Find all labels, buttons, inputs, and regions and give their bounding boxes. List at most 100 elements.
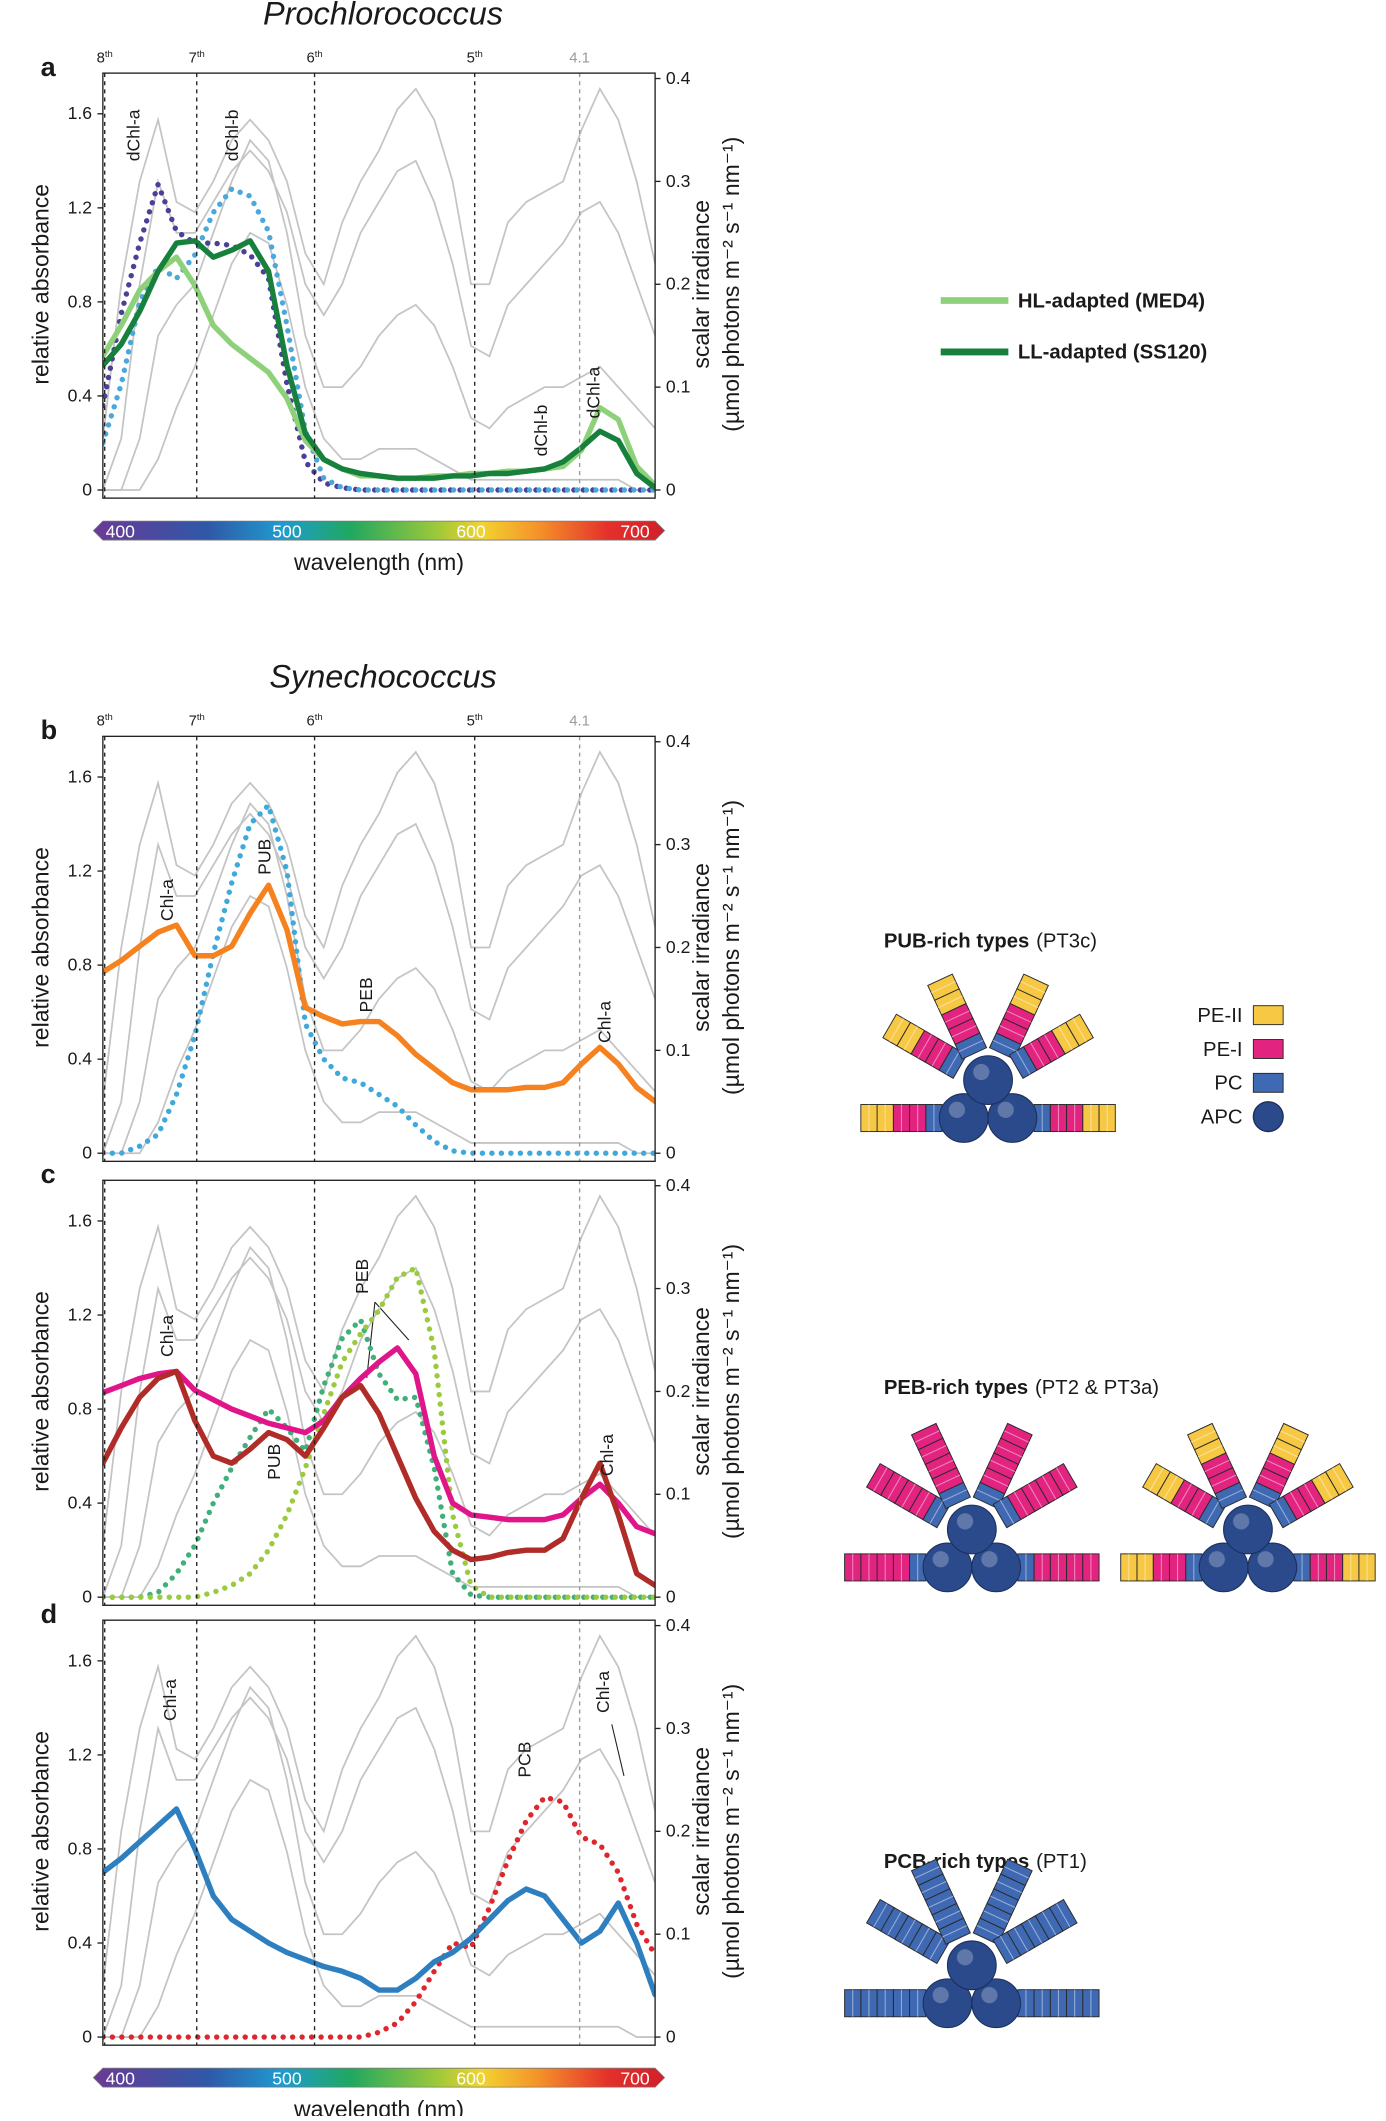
rod-disc	[1276, 1422, 1309, 1451]
y2-tick-label: 0	[666, 1143, 676, 1163]
y2-tick-label: 0	[666, 2026, 676, 2046]
y-tick-label: 0	[82, 479, 92, 499]
rod	[1033, 1104, 1116, 1133]
y2-tick-label: 0.1	[666, 1924, 690, 1944]
rod-disc	[844, 1553, 862, 1582]
key-swatch	[1252, 1039, 1284, 1059]
x-tick-label: 700	[620, 521, 650, 541]
disc-stripe	[1056, 1467, 1071, 1492]
panel-label: d	[41, 1598, 58, 1629]
callout-line	[366, 1302, 376, 1378]
depth-ordinal: th	[475, 712, 483, 723]
annotation: Chl-a	[597, 1434, 617, 1476]
line	[102, 1345, 656, 1537]
rod-disc	[1324, 1462, 1354, 1496]
plot-area	[102, 1633, 656, 2040]
disc-stripe	[1280, 1430, 1306, 1443]
disc-stripe	[929, 1935, 944, 1960]
line	[102, 254, 656, 488]
y-tick-label: 1.6	[68, 1650, 92, 1670]
annotation: dChl-a	[584, 366, 604, 418]
rod-disc	[1142, 1462, 1171, 1496]
key-label: PE-I	[1203, 1039, 1242, 1061]
disc-stripe	[921, 1880, 947, 1894]
y-tick-label: 0.8	[68, 1398, 93, 1418]
disc-stripe	[914, 1866, 940, 1879]
y-tick-label: 1.2	[68, 860, 92, 880]
disc-stripe	[1304, 1483, 1319, 1508]
dotted-line	[102, 186, 656, 493]
annotation: PEB	[356, 977, 376, 1012]
apc-core	[971, 1978, 1022, 2029]
core-highlight	[932, 1986, 949, 2004]
rod	[844, 1989, 927, 2018]
key-swatch	[1252, 1101, 1284, 1133]
disc-stripe	[1266, 1459, 1292, 1473]
disc-stripe	[1041, 1475, 1057, 1500]
y-tick-label: 0.8	[68, 291, 93, 311]
annotation: PEB	[352, 1259, 372, 1294]
disc-stripe	[930, 980, 956, 994]
rod	[910, 1422, 971, 1510]
disc-stripe	[944, 1010, 970, 1023]
depth-number: 8	[97, 714, 105, 730]
rod-disc	[1000, 1858, 1033, 1887]
x-tick-label: 400	[106, 2068, 136, 2088]
rod-disc	[1120, 1553, 1138, 1582]
disc-stripe	[990, 1895, 1016, 1909]
rod	[860, 1104, 943, 1133]
disc-stripe	[901, 1483, 916, 1508]
disc-stripe	[915, 1491, 930, 1516]
apc-core	[971, 1542, 1022, 1593]
y2-tick-label: 0.1	[666, 1484, 690, 1504]
rod-disc	[882, 1013, 912, 1047]
y2-axis-label: scalar irradiance	[688, 200, 714, 369]
x-tick-label: 600	[456, 521, 486, 541]
x-tick-label: 700	[620, 2068, 650, 2088]
depth-ordinal: th	[105, 49, 113, 60]
depth-ordinal: th	[197, 712, 205, 723]
x-tick-label: 500	[272, 521, 302, 541]
disc-stripe	[1163, 1475, 1178, 1500]
y-axis-label: relative absorbance	[28, 184, 54, 385]
disc-stripe	[873, 1467, 888, 1492]
dotted-line	[102, 802, 656, 1156]
y-tick-label: 1.6	[68, 766, 92, 786]
disc-stripe	[1218, 1489, 1244, 1502]
x-axis-label: wavelength (nm)	[293, 2096, 464, 2116]
rod	[1142, 1462, 1228, 1529]
depth-number: 5	[467, 714, 475, 730]
disc-stripe	[999, 1025, 1025, 1038]
disc-stripe	[914, 1430, 940, 1443]
depth-label: 4.1	[569, 714, 590, 730]
depth-label: 7th	[189, 49, 205, 66]
panel-title: Prochlorococcus	[263, 0, 503, 31]
rod-disc	[1016, 973, 1050, 1001]
rod	[1017, 1989, 1100, 2018]
key-label: PC	[1214, 1073, 1242, 1095]
disc-stripe	[1252, 1489, 1278, 1502]
plot-frame	[102, 72, 656, 499]
rod	[992, 1462, 1078, 1529]
disc-stripe	[1204, 1459, 1230, 1473]
rod	[1268, 1462, 1354, 1529]
disc-stripe	[990, 1459, 1016, 1473]
key-label: PE-II	[1197, 1005, 1242, 1027]
disc-stripe	[1030, 1042, 1045, 1067]
colorbar	[92, 2067, 666, 2088]
depth-label: 6th	[306, 712, 322, 729]
irradiance-spectrum	[102, 1256, 656, 1598]
depth-number: 6	[306, 714, 314, 730]
annotation: Chl-a	[157, 1315, 177, 1357]
disc-stripe	[983, 1474, 1009, 1487]
irradiance-spectrum	[102, 149, 656, 491]
disc-stripe	[935, 1474, 961, 1487]
rod	[844, 1553, 927, 1582]
legend-label: HL-adapted (MED4)	[1018, 290, 1205, 312]
y-tick-label: 0.8	[68, 1838, 93, 1858]
rod	[988, 973, 1050, 1060]
y2-tick-label: 0.4	[666, 1175, 691, 1195]
y-tick-label: 0	[82, 1587, 92, 1607]
panel-label: c	[41, 1158, 56, 1189]
